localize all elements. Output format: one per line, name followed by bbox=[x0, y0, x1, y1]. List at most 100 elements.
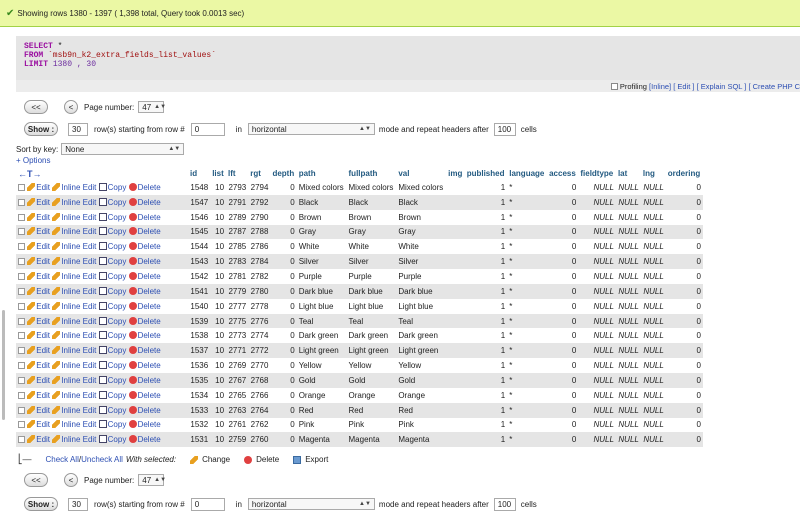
row-checkbox[interactable] bbox=[18, 347, 25, 355]
cell-language[interactable]: * bbox=[507, 417, 548, 433]
cell-depth[interactable]: 0 bbox=[270, 269, 297, 284]
cell-language[interactable]: * bbox=[507, 372, 548, 388]
row-checkbox[interactable] bbox=[18, 391, 25, 399]
cell-fieldtype[interactable]: NULL bbox=[578, 313, 616, 329]
cell-rgt[interactable]: 2780 bbox=[248, 283, 271, 299]
row-checkbox[interactable] bbox=[18, 436, 25, 444]
edit-sql-link[interactable]: [ Edit ] bbox=[673, 82, 695, 91]
cell-id[interactable]: 1544 bbox=[188, 239, 211, 255]
cell-img[interactable] bbox=[446, 372, 465, 388]
cell-img[interactable] bbox=[446, 254, 465, 270]
cell-published[interactable]: 1 bbox=[464, 239, 508, 255]
cell-lft[interactable]: 2761 bbox=[226, 417, 249, 433]
cell-rgt[interactable]: 2774 bbox=[248, 328, 271, 344]
cell-lat[interactable]: NULL bbox=[615, 372, 641, 388]
row-checkbox[interactable] bbox=[18, 243, 25, 251]
cell-path[interactable]: Dark blue bbox=[296, 283, 347, 299]
cell-lft[interactable]: 2789 bbox=[226, 209, 249, 225]
row-delete-button[interactable]: Delete bbox=[128, 331, 161, 340]
row-copy-button[interactable]: Copy bbox=[98, 257, 126, 266]
cell-list[interactable]: 10 bbox=[210, 254, 227, 270]
row-copy-button[interactable]: Copy bbox=[98, 271, 126, 281]
cell-depth[interactable]: 0 bbox=[270, 343, 297, 359]
row-inline-edit-button[interactable]: Inline Edit bbox=[52, 212, 96, 222]
cell-lng[interactable]: NULL bbox=[640, 432, 666, 448]
cell-path[interactable]: Dark green bbox=[296, 328, 347, 344]
cell-path[interactable]: Mixed colors bbox=[296, 180, 347, 195]
row-copy-button[interactable]: Copy bbox=[98, 227, 126, 236]
cell-list[interactable]: 10 bbox=[210, 298, 227, 314]
cell-lat[interactable]: NULL bbox=[615, 209, 641, 225]
cell-path[interactable]: Magenta bbox=[296, 432, 347, 448]
cell-language[interactable]: * bbox=[507, 224, 548, 240]
cell-val[interactable]: Light blue bbox=[396, 298, 447, 314]
cell-fieldtype[interactable]: NULL bbox=[578, 387, 616, 403]
row-edit-button[interactable]: Edit bbox=[27, 390, 50, 400]
row-edit-button[interactable]: Edit bbox=[27, 286, 50, 296]
cell-id[interactable]: 1541 bbox=[188, 283, 211, 299]
cell-lft[interactable]: 2781 bbox=[226, 269, 249, 284]
row-inline-edit-button[interactable]: Inline Edit bbox=[52, 257, 96, 266]
row-edit-button[interactable]: Edit bbox=[27, 375, 50, 385]
cell-access[interactable]: 0 bbox=[547, 269, 579, 284]
column-header-depth[interactable]: depth bbox=[272, 169, 295, 178]
row-edit-button[interactable]: Edit bbox=[27, 227, 50, 236]
prev-page-button-bottom[interactable]: < bbox=[64, 473, 78, 487]
cell-list[interactable]: 10 bbox=[210, 328, 227, 344]
cell-depth[interactable]: 0 bbox=[270, 387, 297, 403]
row-inline-edit-button[interactable]: Inline Edit bbox=[52, 227, 96, 236]
cell-published[interactable]: 1 bbox=[464, 269, 508, 284]
cell-fieldtype[interactable]: NULL bbox=[578, 283, 616, 299]
show-button[interactable]: Show : bbox=[24, 122, 58, 136]
cell-img[interactable] bbox=[446, 283, 465, 299]
cell-id[interactable]: 1533 bbox=[188, 402, 211, 418]
cell-published[interactable]: 1 bbox=[464, 387, 508, 403]
row-delete-button[interactable]: Delete bbox=[128, 271, 161, 281]
scrollbar[interactable] bbox=[2, 310, 5, 420]
cell-lft[interactable]: 2777 bbox=[226, 298, 249, 314]
cell-language[interactable]: * bbox=[507, 209, 548, 225]
cell-published[interactable]: 1 bbox=[464, 328, 508, 344]
row-delete-button[interactable]: Delete bbox=[128, 375, 161, 385]
cell-fullpath[interactable]: Purple bbox=[346, 269, 397, 284]
cell-list[interactable]: 10 bbox=[210, 402, 227, 418]
cell-list[interactable]: 10 bbox=[210, 372, 227, 388]
cell-published[interactable]: 1 bbox=[464, 372, 508, 388]
start-row-input[interactable]: 0 bbox=[190, 122, 225, 136]
cell-access[interactable]: 0 bbox=[547, 402, 579, 418]
row-delete-button[interactable]: Delete bbox=[128, 405, 161, 415]
cell-fullpath[interactable]: Mixed colors bbox=[346, 180, 397, 195]
repeat-headers-input[interactable]: 100 bbox=[493, 122, 516, 136]
row-inline-edit-button[interactable]: Inline Edit bbox=[52, 435, 96, 444]
cell-lng[interactable]: NULL bbox=[640, 283, 666, 299]
cell-lat[interactable]: NULL bbox=[615, 194, 641, 210]
cell-fullpath[interactable]: Yellow bbox=[346, 358, 397, 373]
cell-lft[interactable]: 2769 bbox=[226, 358, 249, 373]
first-page-button[interactable]: << bbox=[24, 100, 48, 114]
profiling-checkbox[interactable] bbox=[610, 83, 618, 90]
row-copy-button[interactable]: Copy bbox=[98, 346, 126, 355]
cell-access[interactable]: 0 bbox=[547, 358, 579, 373]
row-inline-edit-button[interactable]: Inline Edit bbox=[52, 405, 96, 415]
cell-val[interactable]: Red bbox=[396, 402, 447, 418]
cell-lft[interactable]: 2779 bbox=[226, 283, 249, 299]
cell-access[interactable]: 0 bbox=[547, 328, 579, 344]
row-delete-button[interactable]: Delete bbox=[128, 197, 161, 207]
cell-access[interactable]: 0 bbox=[547, 343, 579, 359]
row-inline-edit-button[interactable]: Inline Edit bbox=[52, 331, 96, 340]
cell-path[interactable]: Brown bbox=[296, 209, 347, 225]
cell-access[interactable]: 0 bbox=[547, 194, 579, 210]
cell-depth[interactable]: 0 bbox=[270, 358, 297, 373]
cell-val[interactable]: Gray bbox=[396, 224, 447, 240]
cell-ordering[interactable]: 0 bbox=[665, 343, 703, 359]
row-edit-button[interactable]: Edit bbox=[27, 271, 50, 281]
row-delete-button[interactable]: Delete bbox=[128, 346, 161, 355]
cell-language[interactable]: * bbox=[507, 313, 548, 329]
cell-lng[interactable]: NULL bbox=[640, 298, 666, 314]
cell-lat[interactable]: NULL bbox=[615, 298, 641, 314]
cell-path[interactable]: Orange bbox=[296, 387, 347, 403]
cell-depth[interactable]: 0 bbox=[270, 328, 297, 344]
cell-lat[interactable]: NULL bbox=[615, 343, 641, 359]
cell-img[interactable] bbox=[446, 432, 465, 448]
row-checkbox[interactable] bbox=[18, 272, 25, 280]
